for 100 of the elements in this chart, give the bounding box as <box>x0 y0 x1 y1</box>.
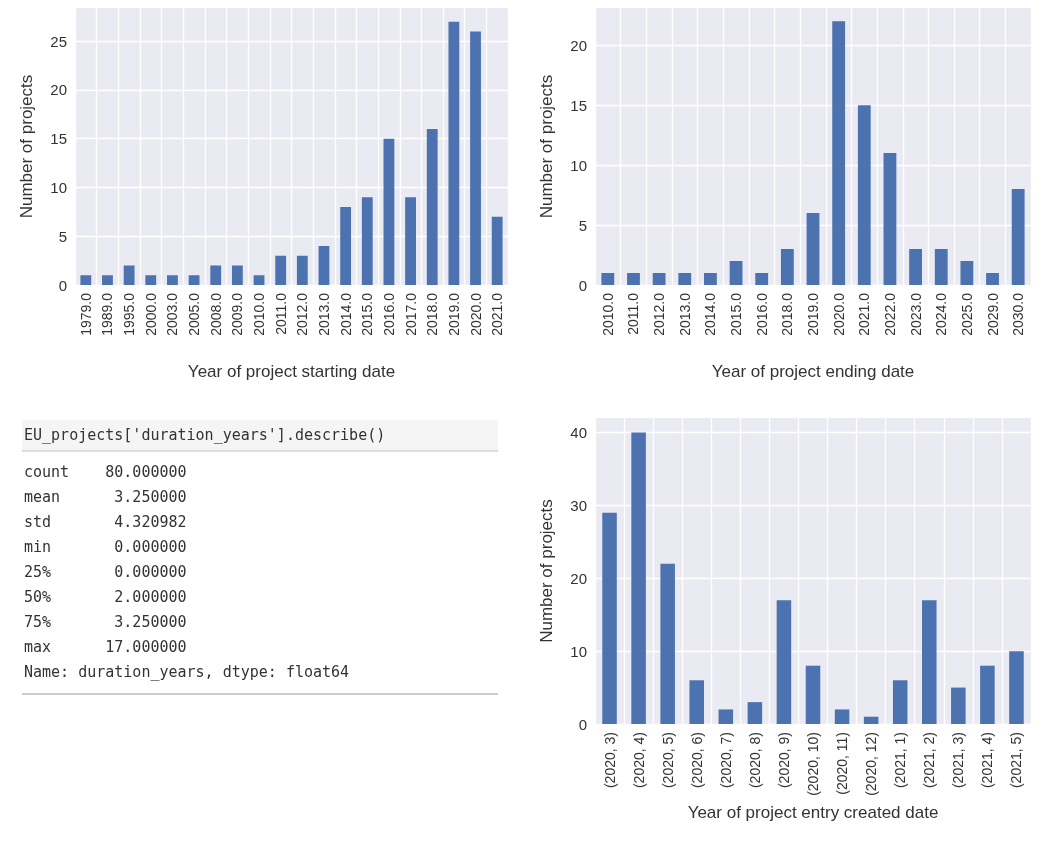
x-tick-label: 2010.0 <box>599 292 616 336</box>
bar <box>834 709 850 724</box>
x-tick-label: (2020, 5) <box>659 732 676 789</box>
y-axis-title: Number of projects <box>17 74 36 219</box>
bar <box>470 31 481 285</box>
bar <box>602 512 617 724</box>
x-tick-label: 2020.0 <box>467 292 484 336</box>
x-tick-label: (2020, 11) <box>834 732 851 795</box>
x-tick-label: (2020, 8) <box>746 732 763 789</box>
y-tick-label: 5 <box>58 227 67 245</box>
bar <box>652 273 666 285</box>
x-tick-label: 2017.0 <box>402 292 419 336</box>
bar <box>951 687 966 724</box>
bar <box>922 600 937 724</box>
x-tick-label: 2013.0 <box>676 292 693 336</box>
bar <box>718 709 734 724</box>
x-tick-label: 2016.0 <box>753 292 770 336</box>
x-axis-title: Year of project ending date <box>711 362 915 381</box>
x-tick-label: 1979.0 <box>77 292 94 336</box>
bar <box>340 206 352 285</box>
bar <box>934 249 948 285</box>
x-tick-label: 2009.0 <box>229 292 246 336</box>
bar <box>986 273 999 285</box>
y-tick-label: 20 <box>50 81 67 99</box>
y-tick-label: 5 <box>578 216 587 234</box>
text: EU_projects['duration_years'].describe() <box>22 420 498 452</box>
y-tick-label: 10 <box>50 178 67 196</box>
x-tick-label: 2016.0 <box>380 292 397 336</box>
y-tick-label: 25 <box>50 32 67 50</box>
bar <box>296 255 308 285</box>
bar <box>102 275 113 285</box>
bar <box>627 273 640 285</box>
text: min 0.000000 <box>24 537 188 558</box>
x-tick-label: 2008.0 <box>207 292 224 336</box>
bar <box>832 21 846 285</box>
x-tick-label: 2023.0 <box>907 292 924 336</box>
bar <box>123 265 135 285</box>
bar <box>980 665 995 724</box>
x-tick-label: 1989.0 <box>99 292 116 336</box>
bar <box>806 213 820 285</box>
x-tick-label: 2022.0 <box>881 292 898 336</box>
bar <box>780 249 794 285</box>
bar <box>361 197 373 285</box>
x-tick-label: 2018.0 <box>424 292 441 336</box>
x-tick-label: 2025.0 <box>958 292 975 336</box>
y-tick-label: 15 <box>50 130 67 148</box>
x-tick-label: 2013.0 <box>315 292 332 336</box>
y-tick-label: 0 <box>578 715 587 733</box>
y-axis-title: Number of projects <box>537 499 556 643</box>
bar <box>448 21 460 285</box>
x-axis-title: Year of project starting date <box>187 362 396 381</box>
x-tick-label: (2020, 12) <box>863 732 880 796</box>
x-tick-label: 2010.0 <box>251 292 268 336</box>
text: max 17.000000 <box>24 637 188 658</box>
text: Name: duration_years, dtype: float64 <box>24 662 351 683</box>
bar <box>909 249 922 285</box>
x-axis-title: Year of project entry created date <box>687 802 939 822</box>
bar <box>405 197 416 285</box>
bar <box>167 275 178 285</box>
y-tick-label: 20 <box>570 569 587 587</box>
bar <box>704 273 717 285</box>
bar <box>729 261 743 285</box>
bar <box>747 702 763 724</box>
x-tick-label: 2020.0 <box>830 292 847 336</box>
x-tick-label: 2012.0 <box>651 292 668 336</box>
x-tick-label: (2020, 3) <box>601 732 618 789</box>
bar <box>601 273 615 285</box>
y-tick-label: 10 <box>570 642 587 660</box>
bar <box>660 563 675 724</box>
x-tick-label: 2005.0 <box>186 292 203 336</box>
x-tick-label: 2000.0 <box>142 292 159 336</box>
text: 75% 3.250000 <box>24 612 188 633</box>
y-tick-label: 0 <box>578 276 587 294</box>
y-tick-label: 20 <box>570 36 587 54</box>
y-tick-label: 30 <box>570 496 587 514</box>
x-tick-label: (2020, 6) <box>688 732 705 789</box>
x-tick-label: (2021, 4) <box>979 732 996 789</box>
text: mean 3.250000 <box>24 487 188 508</box>
x-tick-label: (2021, 2) <box>921 732 938 789</box>
x-tick-label: 2011.0 <box>272 292 289 335</box>
text: 25% 0.000000 <box>24 562 188 583</box>
x-tick-label: (2020, 7) <box>717 732 734 789</box>
x-tick-label: 2021.0 <box>856 292 873 336</box>
x-tick-label: 2018.0 <box>779 292 796 336</box>
x-tick-label: (2021, 3) <box>950 732 967 789</box>
y-tick-label: 15 <box>570 96 587 114</box>
bar <box>383 138 395 285</box>
bar <box>883 153 897 285</box>
y-tick-label: 40 <box>570 424 587 442</box>
bar <box>253 275 265 285</box>
x-tick-label: 1995.0 <box>121 292 138 336</box>
bar <box>892 680 908 724</box>
bar <box>631 432 646 724</box>
x-tick-label: (2020, 4) <box>630 732 647 789</box>
bar <box>426 128 438 285</box>
bar <box>805 665 821 724</box>
y-tick-label: 0 <box>58 276 67 294</box>
text: std 4.320982 <box>24 512 188 533</box>
text: count 80.000000 <box>24 462 188 483</box>
bar <box>188 275 200 285</box>
